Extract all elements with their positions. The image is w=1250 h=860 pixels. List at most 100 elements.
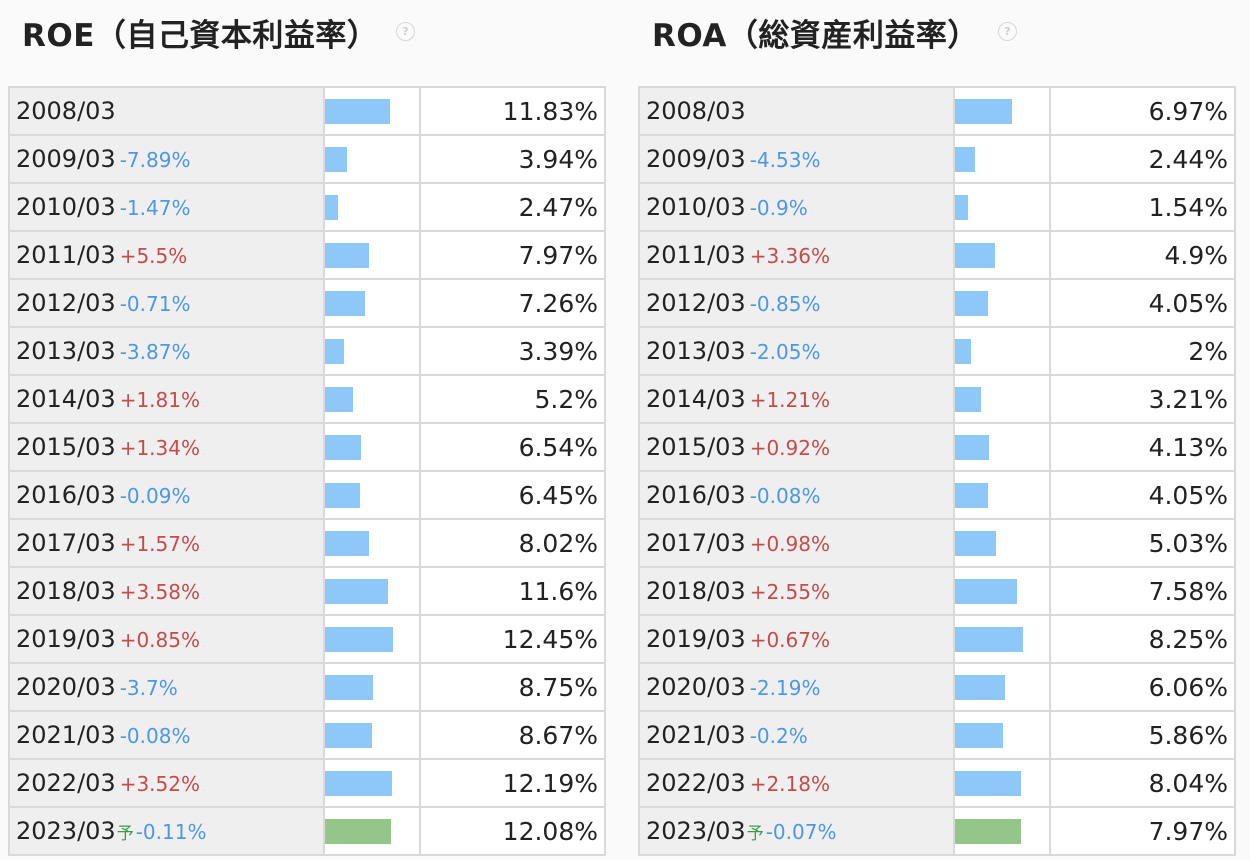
table-row: 2017/03 +1.57% 8.02% bbox=[8, 518, 607, 568]
bar-cell bbox=[953, 278, 1052, 328]
fiscal-year: 2018/03 bbox=[16, 577, 116, 605]
value-bar bbox=[955, 770, 1022, 796]
year-over-year-change: +3.58% bbox=[119, 580, 200, 604]
year-cell: 2018/03 +2.55% bbox=[637, 566, 956, 616]
year-cell: 2021/03 -0.2% bbox=[637, 710, 956, 760]
value-cell: 6.45% bbox=[418, 470, 607, 520]
value-bar bbox=[324, 338, 344, 364]
table-row: 2011/03 +3.36% 4.9% bbox=[637, 230, 1236, 280]
value-bar bbox=[955, 434, 990, 460]
fiscal-year: 2008/03 bbox=[646, 97, 746, 125]
fiscal-year: 2013/03 bbox=[646, 337, 746, 365]
roe-table-body: 2008/03 11.83% 2009/03 -7.89% 3.94% 2010/03 -1… bbox=[8, 86, 607, 856]
value-bar bbox=[955, 674, 1006, 700]
roa-table-body: 2008/03 6.97% 2009/03 -4.53% 2.44% 2010/03 -0.… bbox=[637, 86, 1236, 856]
value-cell: 1.54% bbox=[1049, 182, 1236, 232]
bar-cell bbox=[953, 230, 1052, 280]
year-over-year-change: +1.21% bbox=[749, 388, 830, 412]
bar-cell bbox=[953, 518, 1052, 568]
fiscal-year: 2010/03 bbox=[16, 193, 116, 221]
value-bar bbox=[324, 242, 369, 268]
year-cell: 2009/03 -7.89% bbox=[8, 134, 325, 184]
year-over-year-change: +1.34% bbox=[119, 436, 200, 460]
year-cell: 2012/03 -0.71% bbox=[8, 278, 325, 328]
fiscal-year: 2019/03 bbox=[646, 625, 746, 653]
value-bar bbox=[324, 578, 388, 604]
value-bar bbox=[324, 146, 347, 172]
value-cell: 7.58% bbox=[1049, 566, 1236, 616]
value-cell: 12.08% bbox=[418, 806, 607, 856]
year-over-year-change: +2.18% bbox=[749, 772, 830, 796]
year-over-year-change: +0.98% bbox=[749, 532, 830, 556]
year-cell: 2023/03予 -0.07% bbox=[637, 806, 956, 856]
year-cell: 2016/03 -0.08% bbox=[637, 470, 956, 520]
fiscal-year: 2008/03 bbox=[16, 97, 116, 125]
bar-cell bbox=[322, 470, 421, 520]
value-cell: 8.25% bbox=[1049, 614, 1236, 664]
table-row: 2009/03 -7.89% 3.94% bbox=[8, 134, 607, 184]
fiscal-year: 2020/03 bbox=[16, 673, 116, 701]
year-cell: 2019/03 +0.67% bbox=[637, 614, 956, 664]
value-cell: 12.45% bbox=[418, 614, 607, 664]
bar-cell bbox=[953, 182, 1052, 232]
fiscal-year: 2023/03 bbox=[16, 817, 116, 845]
table-row: 2008/03 11.83% bbox=[8, 86, 607, 136]
year-over-year-change: -0.71% bbox=[119, 292, 191, 316]
fiscal-year: 2012/03 bbox=[16, 289, 116, 317]
fiscal-year: 2021/03 bbox=[646, 721, 746, 749]
value-bar bbox=[324, 626, 393, 652]
year-cell: 2010/03 -0.9% bbox=[637, 182, 956, 232]
value-cell: 4.9% bbox=[1049, 230, 1236, 280]
value-bar bbox=[324, 386, 353, 412]
value-cell: 3.39% bbox=[418, 326, 607, 376]
year-cell: 2023/03予 -0.11% bbox=[8, 806, 325, 856]
year-cell: 2018/03 +3.58% bbox=[8, 566, 325, 616]
fiscal-year: 2014/03 bbox=[646, 385, 746, 413]
bar-cell bbox=[953, 710, 1052, 760]
fiscal-year: 2023/03 bbox=[646, 817, 746, 845]
question-circle-icon[interactable]: ? bbox=[998, 22, 1017, 41]
year-cell: 2020/03 -2.19% bbox=[637, 662, 956, 712]
bar-cell bbox=[953, 134, 1052, 184]
table-row: 2019/03 +0.67% 8.25% bbox=[637, 614, 1236, 664]
fiscal-year: 2009/03 bbox=[646, 145, 746, 173]
bar-cell bbox=[322, 566, 421, 616]
value-bar bbox=[324, 674, 373, 700]
table-row: 2021/03 -0.2% 5.86% bbox=[637, 710, 1236, 760]
value-cell: 5.2% bbox=[418, 374, 607, 424]
table-row: 2013/03 -2.05% 2% bbox=[637, 326, 1236, 376]
table-row: 2012/03 -0.85% 4.05% bbox=[637, 278, 1236, 328]
bar-cell bbox=[322, 230, 421, 280]
table-row: 2021/03 -0.08% 8.67% bbox=[8, 710, 607, 760]
value-cell: 3.21% bbox=[1049, 374, 1236, 424]
fiscal-year: 2010/03 bbox=[646, 193, 746, 221]
year-over-year-change: +3.36% bbox=[749, 244, 830, 268]
value-bar bbox=[955, 194, 969, 220]
table-row: 2018/03 +2.55% 7.58% bbox=[637, 566, 1236, 616]
year-cell: 2016/03 -0.09% bbox=[8, 470, 325, 520]
question-circle-icon[interactable]: ? bbox=[396, 22, 415, 41]
year-cell: 2008/03 bbox=[637, 86, 956, 136]
year-cell: 2022/03 +2.18% bbox=[637, 758, 956, 808]
value-cell: 8.02% bbox=[418, 518, 607, 568]
value-bar bbox=[955, 98, 1013, 124]
value-cell: 2% bbox=[1049, 326, 1236, 376]
value-cell: 2.44% bbox=[1049, 134, 1236, 184]
value-bar bbox=[955, 626, 1024, 652]
table-row: 2020/03 -3.7% 8.75% bbox=[8, 662, 607, 712]
fiscal-year: 2019/03 bbox=[16, 625, 116, 653]
year-over-year-change: -2.19% bbox=[749, 676, 821, 700]
value-cell: 7.97% bbox=[418, 230, 607, 280]
year-cell: 2008/03 bbox=[8, 86, 325, 136]
bar-cell bbox=[322, 662, 421, 712]
value-cell: 7.97% bbox=[1049, 806, 1236, 856]
value-cell: 4.13% bbox=[1049, 422, 1236, 472]
bar-cell bbox=[322, 326, 421, 376]
table-row: 2009/03 -4.53% 2.44% bbox=[637, 134, 1236, 184]
value-cell: 6.06% bbox=[1049, 662, 1236, 712]
value-cell: 5.03% bbox=[1049, 518, 1236, 568]
bar-cell bbox=[953, 470, 1052, 520]
fiscal-year: 2018/03 bbox=[646, 577, 746, 605]
fiscal-year: 2015/03 bbox=[646, 433, 746, 461]
value-bar bbox=[324, 770, 392, 796]
